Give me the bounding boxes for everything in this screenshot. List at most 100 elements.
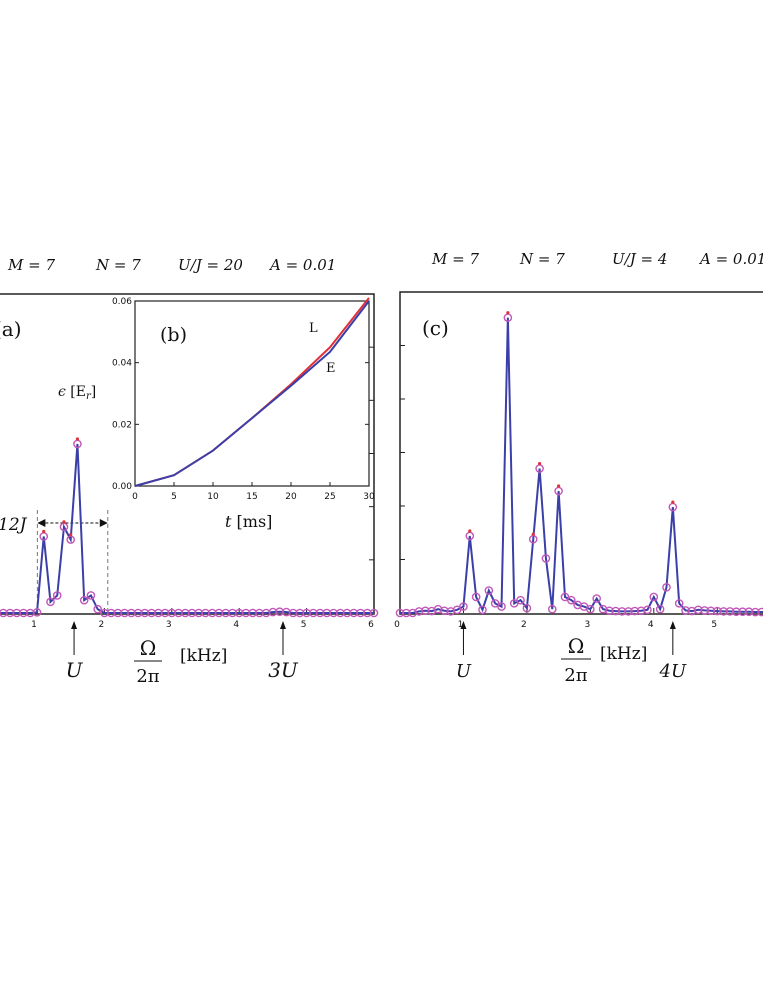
c-peak-marker: [506, 311, 510, 315]
c-data-point: [630, 606, 640, 616]
panel-a-label: (a): [0, 317, 22, 341]
c-data-point: [624, 607, 633, 616]
c-data-point: [693, 605, 703, 615]
c-xtick-label: 4: [648, 620, 654, 630]
b-xtick-label: 5: [171, 492, 177, 502]
c-data-point: [611, 606, 621, 616]
param-c-A: A = 0.01: [698, 250, 763, 268]
a-bracket-arrow-right: [99, 519, 108, 527]
c-data-point: [738, 607, 747, 617]
b-xtick-label: 10: [207, 492, 219, 502]
c-data-point: [497, 602, 506, 611]
panel-a-xunit: [kHz]: [180, 646, 227, 666]
panel-c-label: (c): [422, 316, 449, 340]
c-data-point: [421, 606, 430, 616]
a-bracket-arrow-left: [37, 519, 46, 527]
c-annotation-arrowhead: [669, 621, 676, 629]
c-peak-marker: [531, 532, 535, 536]
a-xtick-label: 1: [31, 620, 37, 630]
a-xtick-label: 4: [233, 620, 239, 630]
panel-c-xunit: [kHz]: [600, 644, 647, 664]
inset-b-series-E-label: E: [326, 361, 336, 376]
c-data-point: [700, 606, 709, 615]
c-annotation-label: 4U: [659, 661, 687, 682]
c-data-point: [478, 605, 487, 615]
c-xtick-label: 5: [711, 620, 717, 630]
b-ytick-label: 0.02: [112, 420, 132, 430]
c-data-point: [719, 607, 728, 616]
a-annotation-label: U: [66, 658, 84, 682]
b-xtick-label: 15: [246, 492, 257, 502]
c-data-point: [567, 595, 576, 605]
c-peak-marker: [537, 461, 542, 466]
a-xtick-label: 2: [99, 620, 105, 630]
a-annotation-arrowhead: [280, 621, 287, 629]
panel-c-xlabel-den: 2π: [564, 665, 587, 686]
c-data-point: [751, 607, 760, 617]
param-a-A: A = 0.01: [268, 256, 336, 274]
params-c: M = 7 N = 7 U/J = 4 A = 0.01: [431, 250, 763, 268]
c-annotation-arrowhead: [460, 621, 467, 629]
a-data-point: [46, 597, 55, 607]
a-xtick-label: 3: [166, 620, 172, 630]
c-data-point: [649, 592, 659, 602]
b-xtick-label: 20: [285, 492, 297, 502]
a-series-line: [0, 443, 374, 614]
c-xtick-label: 3: [584, 620, 590, 630]
a-xtick-label: 5: [301, 620, 307, 630]
c-data-point: [757, 607, 763, 617]
c-data-point: [484, 586, 494, 595]
a-peak-marker: [42, 529, 46, 534]
params-a: M = 7 N = 7 U/J = 20 A = 0.01: [7, 256, 336, 274]
b-ytick-label: 0.00: [112, 482, 132, 492]
c-data-point: [516, 595, 525, 605]
c-data-point: [712, 606, 722, 616]
a-peak-marker: [62, 520, 66, 524]
panel-a-xlabel-den: 2π: [136, 666, 159, 687]
c-data-point: [402, 608, 411, 618]
a-data-point: [79, 595, 89, 605]
c-data-point: [471, 592, 481, 602]
panel-c-xlabel-num: Ω: [568, 634, 585, 658]
inset-b-ylabel: ϵ [Er]: [58, 384, 96, 402]
c-data-point: [643, 605, 652, 615]
inset-b-series-L-label: L: [309, 321, 318, 336]
c-data-point: [541, 554, 551, 563]
c-data-point: [655, 604, 665, 614]
c-peak-marker: [557, 484, 561, 488]
a-bracket-label: 12J: [0, 515, 28, 535]
c-data-point: [605, 606, 614, 616]
c-data-point: [414, 607, 424, 616]
param-c-UJ: U/J = 4: [612, 250, 667, 268]
c-data-point: [725, 607, 735, 616]
param-a-M: M = 7: [7, 256, 55, 274]
inset-b-label: (b): [160, 324, 187, 346]
c-data-point: [744, 607, 754, 617]
c-data-point: [636, 606, 646, 616]
c-peak-marker: [671, 500, 675, 504]
c-data-point: [674, 599, 684, 608]
c-data-point: [440, 606, 449, 616]
panel-c-frame: [399, 291, 763, 615]
c-peak-marker: [468, 529, 472, 533]
a-xtick-label: 6: [368, 620, 374, 630]
b-xtick-label: 25: [324, 492, 335, 502]
c-data-point: [522, 603, 532, 613]
panel-a: (a) 1 2 3 4 5 6 12J U 3U Ω 2π [kHz]: [0, 293, 379, 687]
a-data-point: [32, 608, 42, 617]
a-data-point: [86, 591, 96, 600]
inset-b-xlabel: t [ms]: [225, 512, 272, 531]
c-data-point: [706, 606, 716, 616]
c-data-point: [731, 607, 741, 617]
param-c-M: M = 7: [431, 250, 479, 268]
c-xtick-label: 1: [458, 620, 464, 630]
c-data-point: [547, 604, 557, 614]
param-c-N: N = 7: [519, 250, 565, 268]
b-ytick-label: 0.06: [112, 297, 132, 307]
c-xtick-label: 0: [394, 620, 400, 630]
c-data-point: [681, 606, 690, 615]
c-data-point: [395, 608, 405, 618]
panel-c: (c) 0 1 2 3 4 5 U 4U Ω 2π [kHz]: [394, 291, 763, 686]
c-series-line: [400, 317, 763, 614]
